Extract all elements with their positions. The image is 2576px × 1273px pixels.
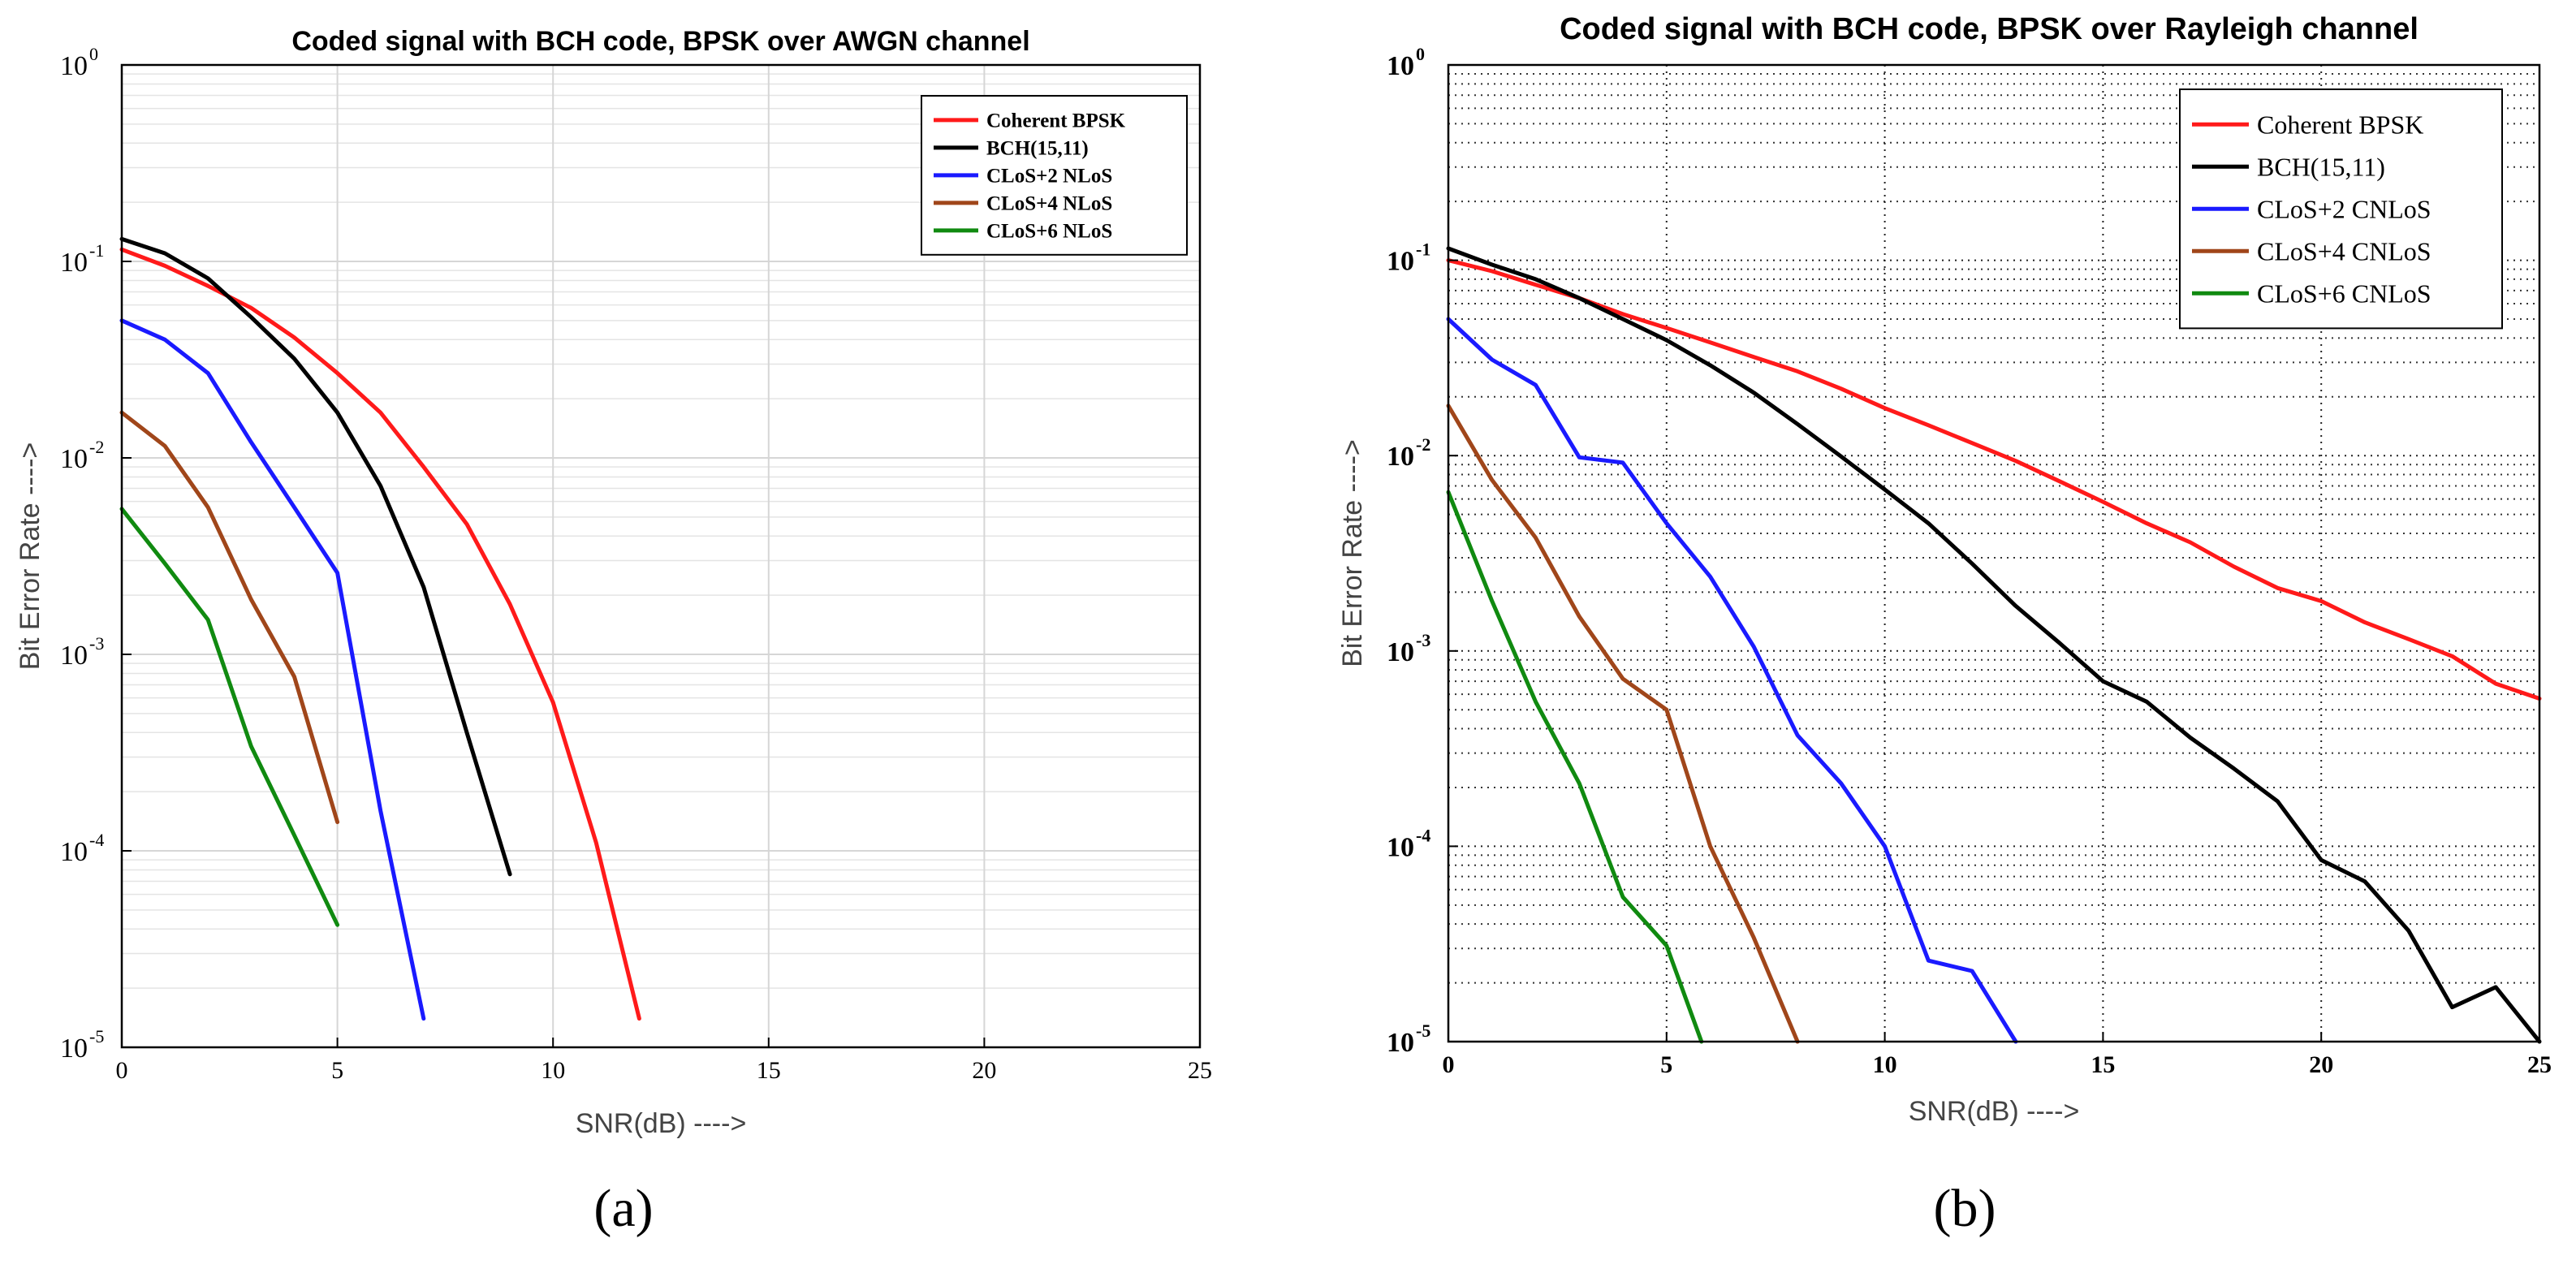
- x-tick-label: 5: [331, 1057, 343, 1084]
- y-tick-label: 10: [1387, 247, 1414, 277]
- chart-title: Coded signal with BCH code, BPSK over AW…: [291, 26, 1029, 57]
- y-tick-exponent: -4: [89, 830, 104, 850]
- series-line-clos-4-nlos: [119, 410, 340, 825]
- y-tick-exponent: -3: [89, 633, 104, 654]
- x-tick-label: 15: [757, 1057, 781, 1084]
- legend-label: CLoS+6 CNLoS: [2257, 278, 2431, 308]
- y-tick-exponent: -4: [1416, 825, 1430, 845]
- y-tick-exponent: -1: [89, 240, 104, 261]
- y-tick-label: 10: [1387, 832, 1414, 862]
- legend-label: Coherent BPSK: [2257, 110, 2423, 139]
- series-line-clos-6-cnlos: [1446, 490, 1704, 1044]
- y-tick-exponent: -2: [1416, 434, 1430, 455]
- legend-label: CLoS+4 CNLoS: [2257, 236, 2431, 265]
- legend-label: CLoS+2 NLoS: [986, 166, 1112, 188]
- chart-title: Coded signal with BCH code, BPSK over Ra…: [1560, 12, 2419, 46]
- series-line-coherent-bpsk: [119, 247, 641, 1021]
- x-tick-label: 20: [2309, 1051, 2333, 1078]
- y-tick-label: 10: [60, 248, 88, 278]
- y-tick-exponent: -5: [1416, 1021, 1430, 1041]
- legend-label: CLoS+4 NLoS: [986, 193, 1112, 215]
- series-line-bch-15-11-: [1446, 246, 2542, 1044]
- caption-b: (b): [1934, 1179, 1996, 1238]
- legend-label: BCH(15,11): [2257, 152, 2385, 181]
- series-line-clos-6-nlos: [119, 507, 340, 927]
- axes-frame: [120, 63, 1202, 1049]
- series-line-bch-15-11-: [119, 236, 512, 877]
- series-line-coherent-bpsk: [1446, 258, 2542, 701]
- x-tick-label: 15: [2091, 1051, 2115, 1078]
- y-tick-label: 10: [1387, 442, 1414, 472]
- y-tick-label: 10: [1387, 51, 1414, 81]
- y-tick-label: 10: [60, 837, 88, 867]
- legend-label: CLoS+2 CNLoS: [2257, 194, 2431, 223]
- x-axis-label: SNR(dB) ---->: [1909, 1096, 2080, 1127]
- legend: Coherent BPSK BCH(15,11) CLoS+2 NLoS CLoS+4…: [921, 95, 1188, 256]
- y-tick-exponent: -2: [89, 437, 104, 457]
- legend-label: CLoS+6 NLoS: [986, 221, 1112, 243]
- y-tick-label: 10: [60, 51, 88, 81]
- y-tick-exponent: 0: [1416, 44, 1425, 64]
- legend-label: BCH(15,11): [986, 138, 1089, 160]
- x-tick-label: 5: [1660, 1051, 1672, 1078]
- y-tick-exponent: -5: [89, 1026, 104, 1046]
- series-line-clos-2-nlos: [119, 318, 426, 1021]
- x-tick-label: 10: [1873, 1051, 1897, 1078]
- x-tick-label: 10: [541, 1057, 565, 1084]
- y-axis-label: Bit Error Rate ---->: [15, 442, 45, 671]
- y-tick-exponent: -1: [1416, 239, 1430, 260]
- series-line-clos-4-cnlos: [1446, 403, 1800, 1044]
- axes-frame: [1447, 63, 2541, 1043]
- series-line-clos-2-cnlos: [1446, 317, 2018, 1044]
- y-tick-label: 10: [60, 444, 88, 474]
- x-tick-label: 25: [2527, 1051, 2552, 1078]
- x-axis-label: SNR(dB) ---->: [576, 1108, 747, 1139]
- y-tick-label: 10: [1387, 637, 1414, 667]
- legend: Coherent BPSK BCH(15,11) CLoS+2 CNLoS CLoS+…: [2179, 88, 2503, 330]
- caption-a: (a): [593, 1179, 653, 1238]
- y-tick-exponent: 0: [89, 44, 98, 64]
- x-tick-label: 20: [972, 1057, 996, 1084]
- x-tick-label: 0: [116, 1057, 128, 1084]
- y-tick-label: 10: [60, 641, 88, 671]
- x-tick-label: 0: [1443, 1051, 1455, 1078]
- x-tick-label: 25: [1188, 1057, 1212, 1084]
- y-tick-exponent: -3: [1416, 630, 1430, 650]
- legend-label: Coherent BPSK: [986, 110, 1126, 132]
- y-tick-label: 10: [1387, 1028, 1414, 1058]
- y-axis-label: Bit Error Rate ---->: [1337, 439, 1368, 667]
- y-tick-label: 10: [60, 1034, 88, 1064]
